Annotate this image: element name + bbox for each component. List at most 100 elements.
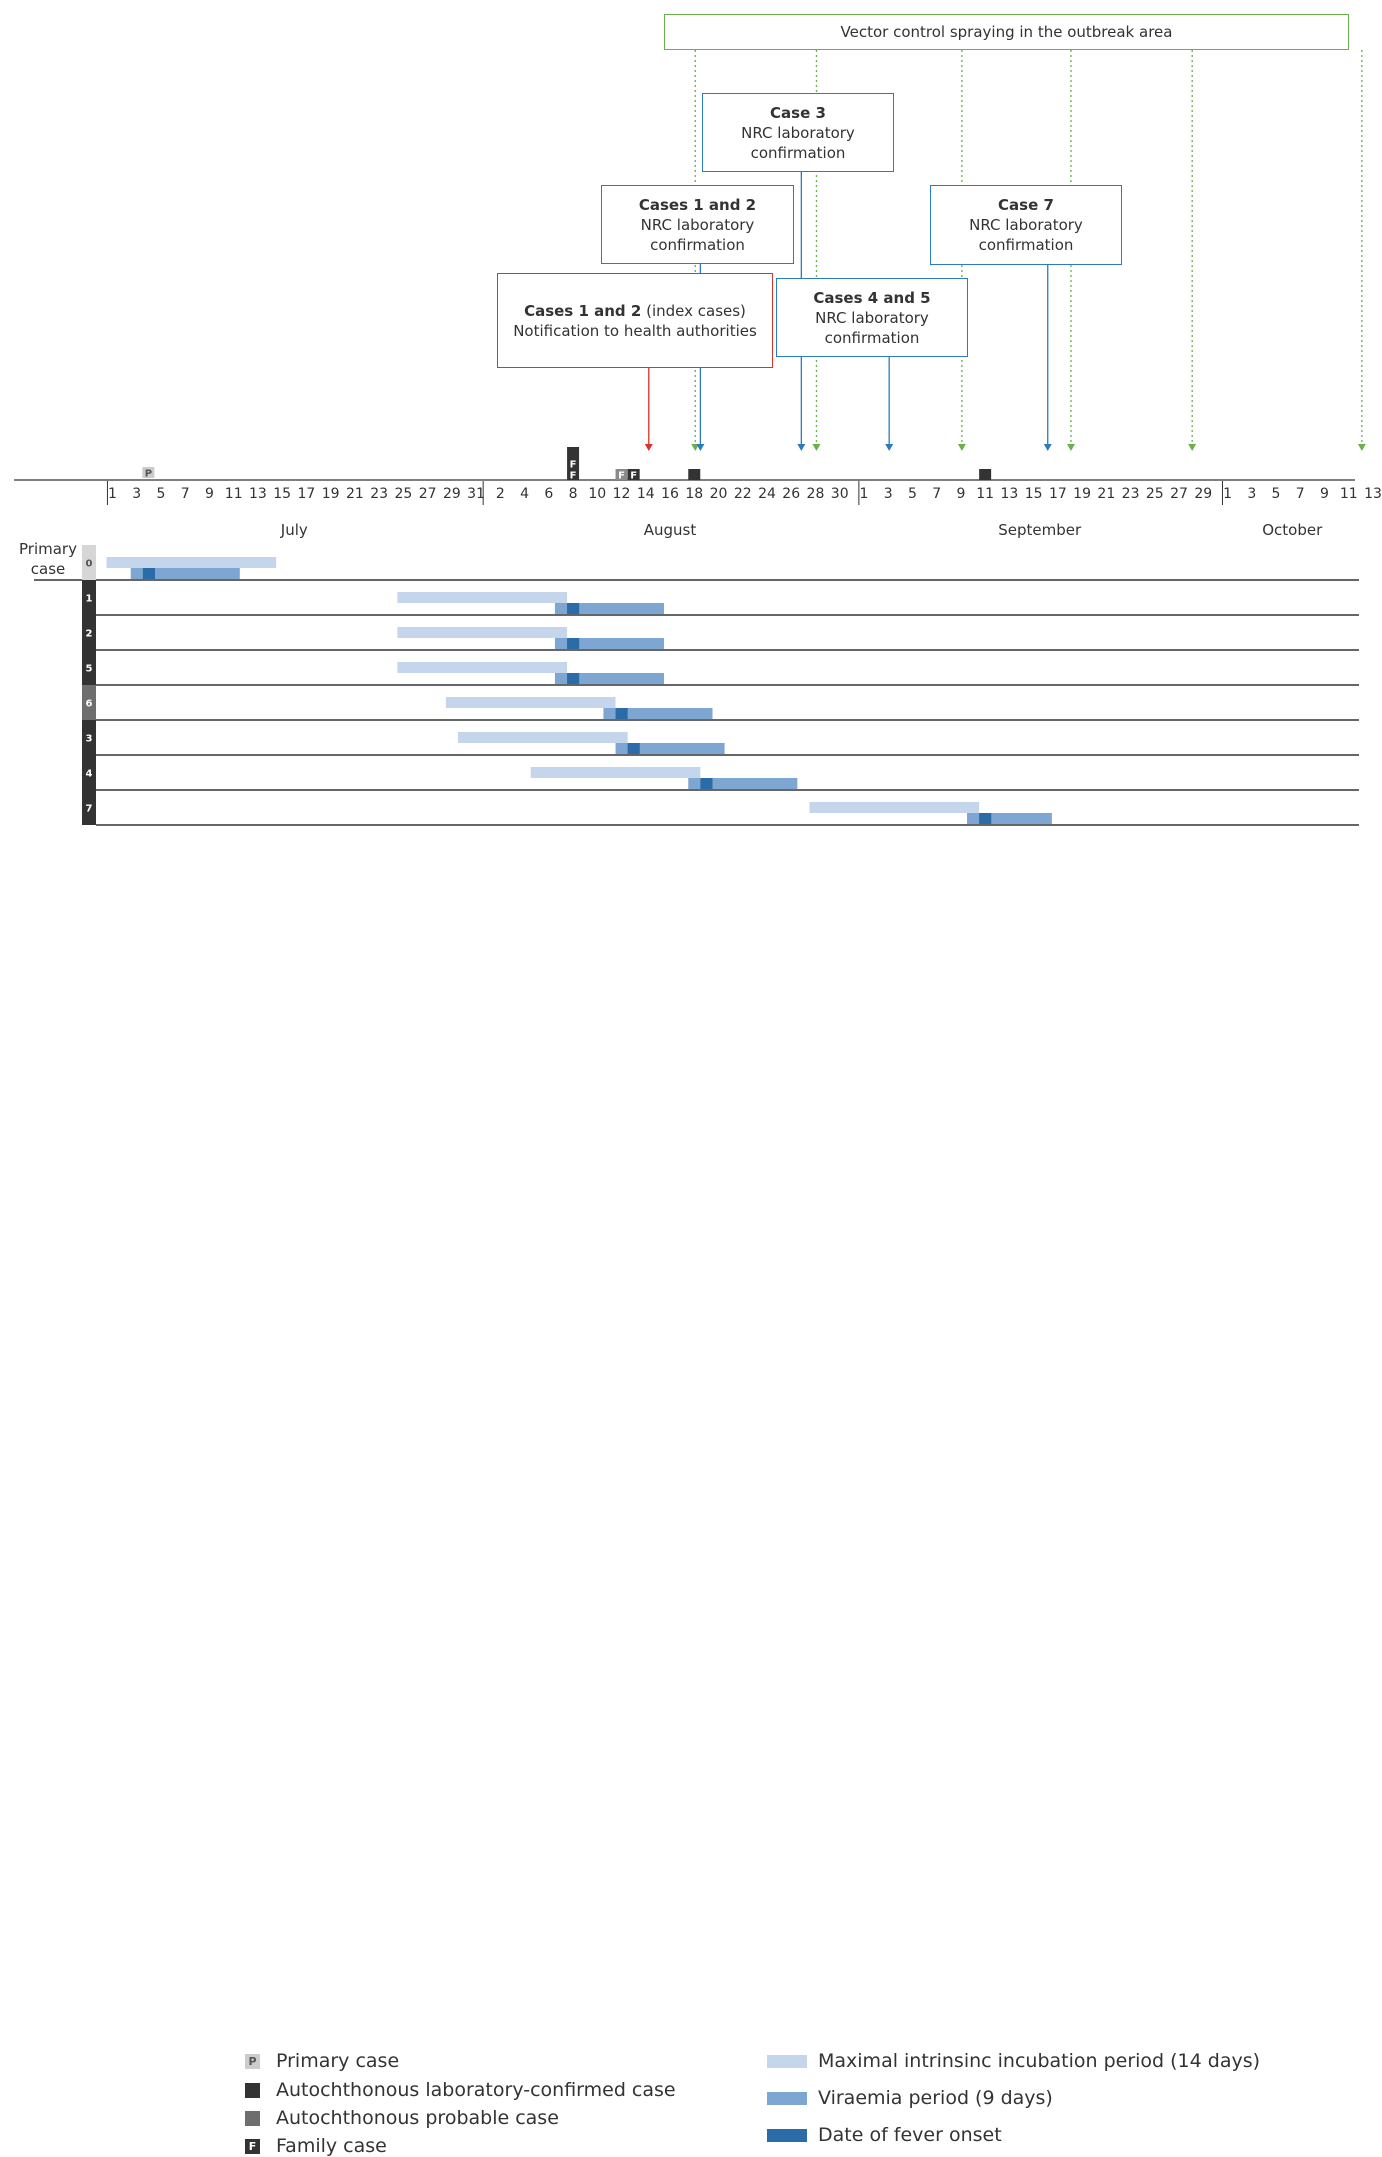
timeline-chart: 1 3 5 7 9 11 13 15 17 19 21 23 25 27 29 31 2 4 6 8 10 12 14 16 1… bbox=[14, 50, 1382, 826]
tick-label-september: 3 bbox=[884, 486, 893, 502]
tick-label-july: 21 bbox=[346, 486, 364, 502]
tick-label-september: 7 bbox=[932, 486, 941, 502]
legend-viraemia: Viraemia period (9 days) bbox=[767, 2087, 1053, 2109]
tick-label-september: 21 bbox=[1097, 486, 1115, 502]
spraying-label: Vector control spraying in the outbreak … bbox=[840, 23, 1173, 41]
notification-arrow bbox=[644, 444, 653, 451]
onset-marker-family bbox=[567, 458, 580, 469]
incubation-bar bbox=[106, 557, 277, 568]
case7-confirmation-arrow bbox=[1043, 444, 1052, 451]
incubation-bar bbox=[397, 627, 568, 638]
case-label-block bbox=[82, 790, 96, 825]
fever-onset-mark bbox=[700, 778, 713, 789]
case3-confirmation-arrow bbox=[797, 444, 806, 451]
callout-case7-line2: confirmation bbox=[978, 236, 1074, 254]
viraemia-bar bbox=[554, 638, 665, 649]
callout-cases12-line2: confirmation bbox=[650, 235, 745, 254]
month-label: July bbox=[280, 521, 308, 539]
legend-family: F Family case bbox=[245, 2135, 387, 2157]
month-label: October bbox=[1262, 521, 1323, 539]
tick-label-september: 19 bbox=[1073, 486, 1091, 502]
viraemia-bar bbox=[603, 708, 713, 719]
legend-confirmed: Autochthonous laboratory-confirmed case bbox=[245, 2079, 676, 2101]
case-number: 3 bbox=[86, 734, 93, 745]
case-label-block bbox=[82, 650, 96, 685]
onset-marker-primary-letter: P bbox=[145, 469, 152, 480]
onset-marker-family-probable-letter: F bbox=[618, 471, 625, 482]
primary-case-label: case bbox=[31, 560, 65, 578]
case-number: 6 bbox=[86, 699, 93, 710]
tick-label-july: 7 bbox=[181, 486, 190, 502]
callout-cases12-title: Cases 1 and 2 bbox=[638, 195, 757, 214]
onset-marker-family bbox=[627, 469, 640, 480]
tick-label-august: 30 bbox=[831, 486, 849, 502]
tick-label-august: 8 bbox=[569, 486, 578, 502]
fever-onset-mark bbox=[567, 638, 580, 649]
legend-confirmed-label: Autochthonous laboratory-confirmed case bbox=[276, 2079, 676, 2101]
legend-incubation-swatch bbox=[767, 2054, 807, 2068]
legend-confirmed-swatch bbox=[245, 2082, 260, 2098]
tick-label-october: 7 bbox=[1296, 486, 1305, 502]
callout-cases12-confirmation: Cases 1 and 2 NRC laboratory confirmatio… bbox=[601, 185, 794, 264]
onset-marker-family-letter: F bbox=[570, 460, 577, 471]
case-number: 4 bbox=[86, 769, 93, 780]
callout-notification-title: Cases 1 and 2 bbox=[524, 301, 642, 320]
incubation-bar bbox=[445, 697, 616, 708]
callout-case7-title: Case 7 bbox=[998, 196, 1054, 214]
tick-label-july: 3 bbox=[132, 486, 141, 502]
legend-probable: Autochthonous probable case bbox=[245, 2107, 559, 2129]
tick-label-september: 13 bbox=[1000, 486, 1018, 502]
legend-viraemia-swatch bbox=[767, 2091, 807, 2105]
callout-case3-line2: confirmation bbox=[750, 143, 846, 162]
case-label-block bbox=[82, 580, 96, 615]
case-label-block bbox=[82, 545, 96, 580]
legend-family-label: Family case bbox=[276, 2135, 387, 2157]
case-number: 2 bbox=[86, 629, 93, 640]
case-label-block bbox=[82, 615, 96, 650]
callout-cases12-line1: NRC laboratory bbox=[640, 215, 755, 234]
tick-label-august: 26 bbox=[782, 486, 800, 502]
viraemia-bar bbox=[130, 568, 240, 579]
fever-onset-mark bbox=[567, 673, 580, 684]
legend-fever-label: Date of fever onset bbox=[818, 2124, 1002, 2146]
tick-label-october: 11 bbox=[1340, 486, 1358, 502]
legend-family-swatch: F bbox=[245, 2138, 260, 2154]
case-number: 5 bbox=[86, 664, 93, 675]
callout-case7: Case 7 NRC laboratory confirmation bbox=[930, 185, 1122, 265]
tick-label-september: 9 bbox=[956, 486, 965, 502]
tick-label-september: 15 bbox=[1025, 486, 1043, 502]
onset-marker-family-probable bbox=[615, 469, 628, 480]
case-number: 0 bbox=[86, 559, 93, 570]
tick-label-october: 3 bbox=[1247, 486, 1256, 502]
viraemia-bar bbox=[688, 778, 798, 789]
tick-label-july: 23 bbox=[370, 486, 388, 502]
callout-cases45-title: Cases 4 and 5 bbox=[813, 288, 931, 307]
callout-cases45-line2: confirmation bbox=[824, 328, 920, 347]
tick-label-july: 31 bbox=[467, 486, 485, 502]
tick-label-october: 9 bbox=[1320, 486, 1329, 502]
tick-label-august: 24 bbox=[758, 486, 776, 502]
legend-incubation: Maximal intrinsinc incubation period (14… bbox=[767, 2050, 1260, 2072]
incubation-bar bbox=[809, 802, 980, 813]
viraemia-bar bbox=[615, 743, 725, 754]
tick-label-july: 17 bbox=[298, 486, 316, 502]
tick-label-august: 4 bbox=[520, 486, 529, 502]
primary-case-label: Primary bbox=[19, 540, 77, 558]
legend-fever-swatch bbox=[767, 2128, 807, 2142]
viraemia-bar bbox=[554, 673, 665, 684]
onset-marker-primary bbox=[142, 467, 155, 478]
incubation-bar bbox=[397, 662, 568, 673]
tick-label-july: 1 bbox=[108, 486, 117, 502]
tick-label-september: 1 bbox=[859, 486, 868, 502]
tick-label-july: 19 bbox=[322, 486, 340, 502]
month-label: September bbox=[998, 521, 1082, 539]
tick-label-august: 18 bbox=[685, 486, 703, 502]
tick-label-august: 28 bbox=[807, 486, 825, 502]
cases12-confirmation-arrow bbox=[696, 444, 705, 451]
case-number: 1 bbox=[86, 594, 93, 605]
tick-label-july: 5 bbox=[157, 486, 166, 502]
tick-label-august: 14 bbox=[637, 486, 655, 502]
tick-label-august: 12 bbox=[613, 486, 631, 502]
callout-case7-line1: NRC laboratory bbox=[969, 216, 1083, 234]
onset-marker-family bbox=[567, 469, 580, 480]
